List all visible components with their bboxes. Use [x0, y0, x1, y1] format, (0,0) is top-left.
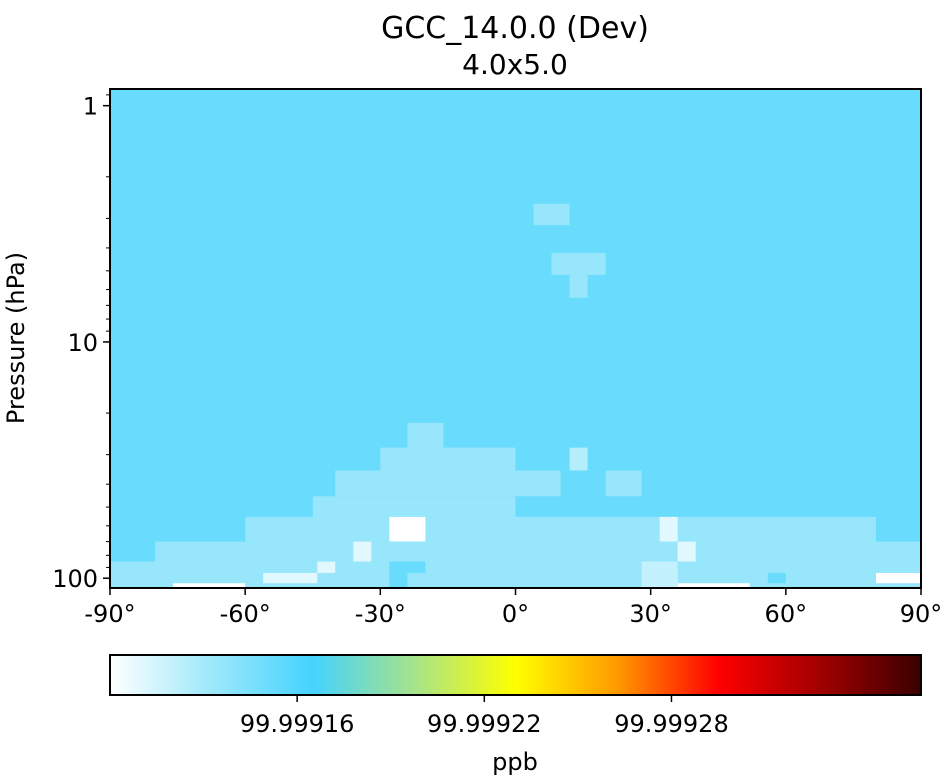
colorbar-tick-label: 99.99916	[240, 710, 355, 738]
heatmap-cell	[497, 583, 516, 588]
heatmap-cell	[389, 572, 408, 588]
heatmap-cell	[551, 252, 606, 275]
heatmap-cell	[875, 572, 921, 584]
heatmap-cell	[155, 541, 921, 562]
colorbar	[109, 654, 922, 696]
heatmap-cell	[767, 572, 786, 584]
x-axis: -90° -60° -30° 0° 30° 60° 90°	[84, 588, 942, 628]
colorbar-label: ppb	[492, 748, 538, 776]
heatmap-cell	[312, 496, 516, 517]
heatmap-cell	[677, 583, 750, 588]
colorbar-ticks: 99.99916 99.99922 99.99928	[240, 695, 729, 738]
heatmap-cell	[353, 541, 372, 562]
heatmap-cell	[569, 274, 588, 298]
heatmap-cells	[110, 89, 921, 588]
heatmap-cell	[380, 447, 516, 471]
x-tick-label: 0°	[502, 600, 529, 628]
colorbar-tick-label: 99.99922	[427, 710, 542, 738]
heatmap-cell	[641, 561, 678, 588]
heatmap-cell	[389, 516, 426, 542]
y-axis: 1 10 100	[52, 93, 110, 593]
y-tick-label: 100	[52, 565, 98, 593]
colorbar-tick-label: 99.99928	[614, 710, 729, 738]
chart-title: GCC_14.0.0 (Dev)	[381, 11, 649, 46]
heatmap-cell	[677, 541, 696, 562]
heatmap-cell	[173, 583, 246, 588]
heatmap-cell	[263, 572, 318, 584]
x-tick-label: 30°	[629, 600, 672, 628]
y-tick-label: 10	[67, 329, 98, 357]
chart-subtitle: 4.0x5.0	[462, 48, 568, 81]
heatmap-cell	[335, 470, 561, 497]
y-axis-label: Pressure (hPa)	[2, 252, 30, 424]
x-tick-label: -60°	[220, 600, 271, 628]
x-tick-label: 60°	[765, 600, 808, 628]
heatmap-cell	[407, 422, 444, 448]
heatmap-cell	[569, 447, 588, 471]
x-tick-label: -30°	[355, 600, 406, 628]
heatmap-cell	[389, 561, 426, 573]
y-tick-label: 1	[83, 93, 98, 121]
x-tick-label: 90°	[900, 600, 943, 628]
heatmap-cell	[245, 516, 876, 542]
heatmap-cell	[533, 203, 570, 226]
heatmap-cell	[659, 516, 678, 542]
x-tick-label: -90°	[84, 600, 135, 628]
heatmap-cell	[317, 561, 336, 573]
heatmap-cell	[605, 470, 642, 497]
